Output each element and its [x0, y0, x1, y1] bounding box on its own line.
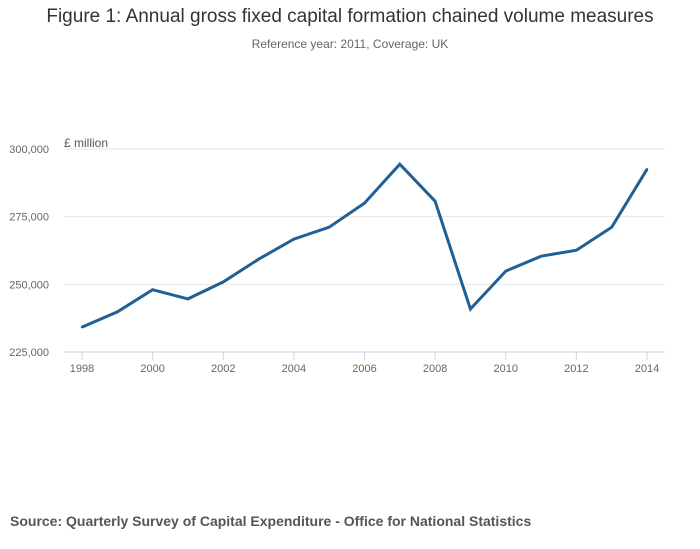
data-point [575, 249, 578, 252]
chart-title: Figure 1: Annual gross fixed capital for… [46, 6, 654, 27]
data-point [327, 226, 331, 229]
data-point [292, 237, 296, 241]
x-tick-label: 2008 [423, 363, 447, 375]
data-point [116, 310, 119, 314]
data-point [363, 201, 366, 205]
data-point [222, 280, 225, 284]
x-tick-label: 1998 [70, 363, 94, 375]
x-axis: 1998 2000 2002 2004 2006 2008 2010 2012 2014 [70, 352, 659, 375]
y-tick-label: 250,000 [9, 279, 49, 291]
source-note: Source: Quarterly Survey of Capital Expe… [10, 513, 532, 529]
y-tick-label: 225,000 [9, 347, 49, 359]
x-tick-label: 2004 [282, 363, 306, 375]
series-group [80, 161, 649, 329]
x-tick-label: 2012 [564, 363, 588, 375]
data-point [80, 325, 84, 329]
data-point [469, 307, 472, 311]
x-tick-label: 2014 [635, 363, 659, 375]
x-tick-label: 2006 [352, 363, 376, 375]
data-point [398, 162, 402, 166]
y-axis: 225,000 250,000 275,000 300,000 [9, 144, 49, 359]
chart-subtitle: Reference year: 2011, Coverage: UK [251, 37, 449, 51]
data-point [645, 168, 649, 171]
series-line [81, 161, 649, 329]
data-point [504, 269, 507, 273]
x-tick-label: 2000 [140, 363, 164, 375]
x-tick-label: 2002 [211, 363, 235, 375]
x-tick-label: 2010 [494, 363, 518, 375]
y-axis-unit-label: £ million [64, 136, 108, 150]
data-point [186, 297, 190, 301]
data-point [257, 257, 260, 261]
data-point [151, 288, 154, 291]
y-tick-label: 300,000 [9, 144, 49, 156]
data-point [433, 200, 437, 203]
data-point [610, 226, 613, 229]
y-tick-label: 275,000 [9, 212, 49, 224]
data-point [539, 254, 543, 258]
